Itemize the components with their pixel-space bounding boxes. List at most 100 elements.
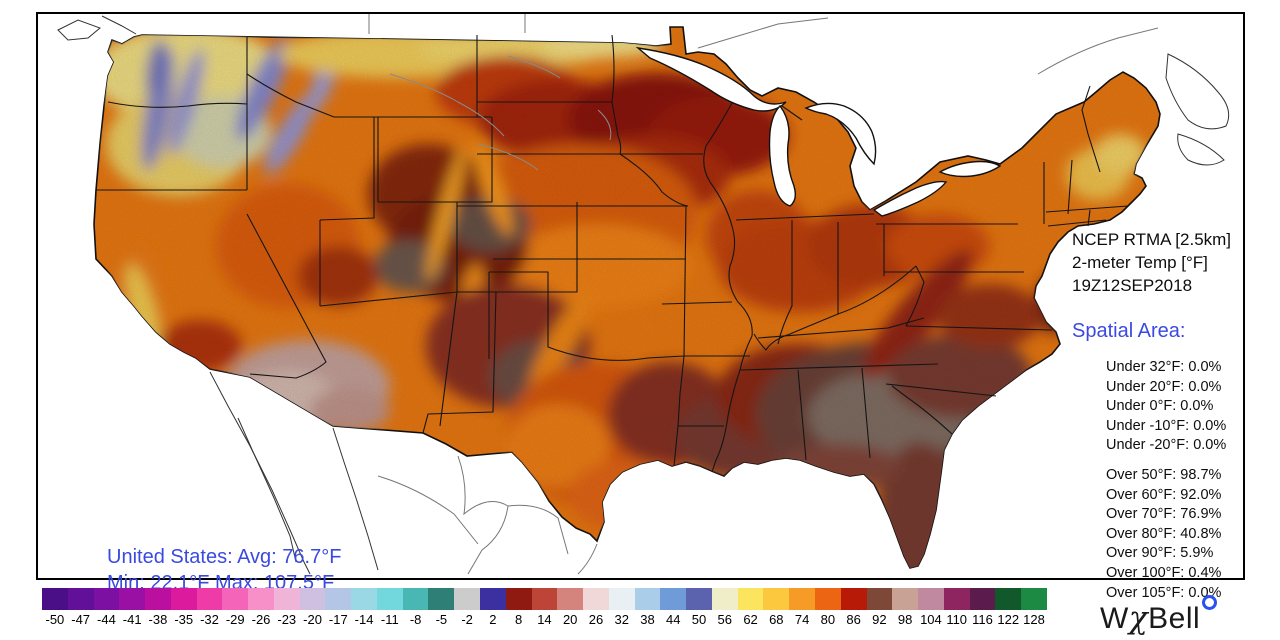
spatial-under-line: Under 0°F: 0.0% [1106, 398, 1214, 415]
logo-w: W [1100, 602, 1129, 635]
colorbar-tick-label: 68 [769, 612, 784, 627]
colorbar-tick-label: -47 [71, 612, 91, 627]
colorbar-segment [634, 588, 661, 610]
colorbar-segment [608, 588, 635, 610]
colorbar-tick-label: -50 [45, 612, 65, 627]
colorbar-tick-label: 8 [515, 612, 523, 627]
colorbar-segment [995, 588, 1022, 610]
colorbar-tick-label: 50 [691, 612, 707, 627]
colorbar-tick-label: 32 [614, 612, 629, 627]
colorbar-tick-label: 122 [997, 612, 1020, 627]
colorbar-segment [119, 588, 146, 610]
colorbar-segment [737, 588, 764, 610]
spatial-over-line: Over 50°F: 98.7% [1106, 467, 1222, 483]
colorbar-segment [943, 588, 970, 610]
colorbar-segment [42, 588, 68, 610]
colorbar-segment [505, 588, 532, 610]
colorbar-tick-label: -17 [328, 612, 348, 627]
colorbar-segment [557, 588, 584, 610]
great-lakes [635, 46, 1002, 217]
rivers [389, 55, 612, 171]
colorbar-segment [248, 588, 274, 610]
colorbar-segment [686, 588, 712, 610]
spatial-under-line: Under 32°F: 0.0% [1106, 359, 1222, 375]
foreign-boundaries [57, 14, 1230, 575]
spatial-under-line: Under -10°F: 0.0% [1106, 417, 1227, 434]
spatial-under-line: Under -20°F: 0.0% [1106, 437, 1227, 454]
map-title-block: NCEP RTMA [2.5km] 2-meter Temp [°F] 19Z1… [1072, 228, 1280, 297]
colorbar-tick-label: 38 [640, 612, 655, 627]
logo-bell: Bell [1148, 602, 1201, 635]
spatial-area-heading: Spatial Area: [1072, 320, 1186, 342]
colorbar-segment [814, 588, 841, 610]
colorbar-segment [376, 588, 403, 610]
colorbar-segment [789, 588, 815, 610]
colorbar-segment [170, 588, 197, 610]
colorbar-tick-label: -23 [277, 612, 297, 627]
logo-chi: χ [1128, 600, 1149, 636]
colorbar-tick-label: 62 [743, 612, 758, 627]
colorbar-segment [273, 588, 300, 610]
spatial-over-line: Over 60°F: 92.0% [1106, 486, 1222, 503]
colorbar-segment [196, 588, 223, 610]
colorbar-tick-label: 116 [972, 612, 993, 627]
spatial-over-line: Over 70°F: 76.9% [1106, 506, 1222, 523]
colorbar-tick-label: 20 [562, 612, 578, 627]
colorbar-segment [892, 588, 919, 610]
colorbar-tick-label: -14 [354, 612, 374, 627]
colorbar-tick-label: 86 [846, 612, 861, 627]
colorbar-tick-label: 128 [1023, 612, 1045, 627]
colorbar-tick-label: -41 [122, 612, 142, 627]
colorbar-tick-label: 26 [588, 612, 604, 627]
colorbar-tick-label: 56 [717, 612, 733, 627]
colorbar-segment [660, 588, 687, 610]
colorbar-segment [840, 588, 867, 610]
colorbar-tick-label: 104 [920, 612, 942, 627]
colorbar-tick-label: 14 [537, 612, 552, 627]
colorbar-segment [866, 588, 893, 610]
colorbar-tick-label: 74 [794, 612, 810, 627]
colorbar-segment [351, 588, 377, 610]
colorbar-tick-label: 92 [872, 612, 887, 627]
spatial-over-line: Over 90°F: 5.9% [1106, 545, 1214, 562]
spatial-over-line: Over 100°F: 0.4% [1106, 564, 1222, 581]
colorbar-tick-label: -35 [174, 612, 194, 627]
spatial-under-line: Under 20°F: 0.0% [1106, 378, 1222, 395]
colorbar-segment [480, 588, 506, 610]
colorbar-segment [402, 588, 429, 610]
colorbar-segment [583, 588, 609, 610]
colorbar-tick-label: -26 [251, 612, 271, 627]
colorbar-tick-label: -44 [97, 612, 116, 627]
colorbar-segment [711, 588, 738, 610]
colorbar-labels: -50 -47 -44 -41 -38 -35 -32 -29 -26 -23 -20 -17 -14-… [42, 612, 1047, 627]
spatial-under-list: Under 32°F: 0.0% Under 20°F: 0.0% Under 0°… [1106, 358, 1280, 456]
spatial-over-line: Over 105°F: 0.0% [1106, 584, 1222, 601]
colorbar-tick-label: -20 [303, 612, 322, 627]
logo-degree-icon [1202, 595, 1218, 610]
spatial-over-line: Over 80°F: 40.8% [1106, 525, 1222, 542]
state-borders [96, 34, 1129, 473]
colorbar-tick-label: -38 [148, 612, 168, 627]
colorbar-tick-label: 98 [897, 612, 913, 627]
colorbar-segment [145, 588, 171, 610]
colorbar-segment [325, 588, 352, 610]
colorbar-tick-label: 80 [820, 612, 836, 627]
colorbar-segment [222, 588, 249, 610]
weatherbell-logo: WχBell [1100, 595, 1218, 636]
colorbar-segment [454, 588, 481, 610]
colorbar-tick-label: 44 [666, 612, 681, 627]
temperature-colorbar [42, 588, 1047, 610]
map-frame: NCEP RTMA [2.5km] 2-meter Temp [°F] 19Z1… [36, 12, 1245, 601]
colorbar-segment [918, 588, 944, 610]
colorbar-tick-label: -2 [461, 612, 473, 627]
colorbar-tick-label: -11 [380, 612, 399, 627]
valid-time: 19Z12SEP2018 [1072, 276, 1193, 295]
colorbar-segment [93, 588, 120, 610]
colorbar-segment [428, 588, 455, 610]
colorbar-tick-label: -5 [435, 612, 448, 627]
colorbar-segment [1021, 588, 1047, 610]
variable-name: 2-meter Temp [°F] [1072, 253, 1208, 272]
colorbar-segment [531, 588, 558, 610]
colorbar-tick-label: -29 [225, 612, 245, 627]
us-temperature-map [57, 14, 1230, 575]
